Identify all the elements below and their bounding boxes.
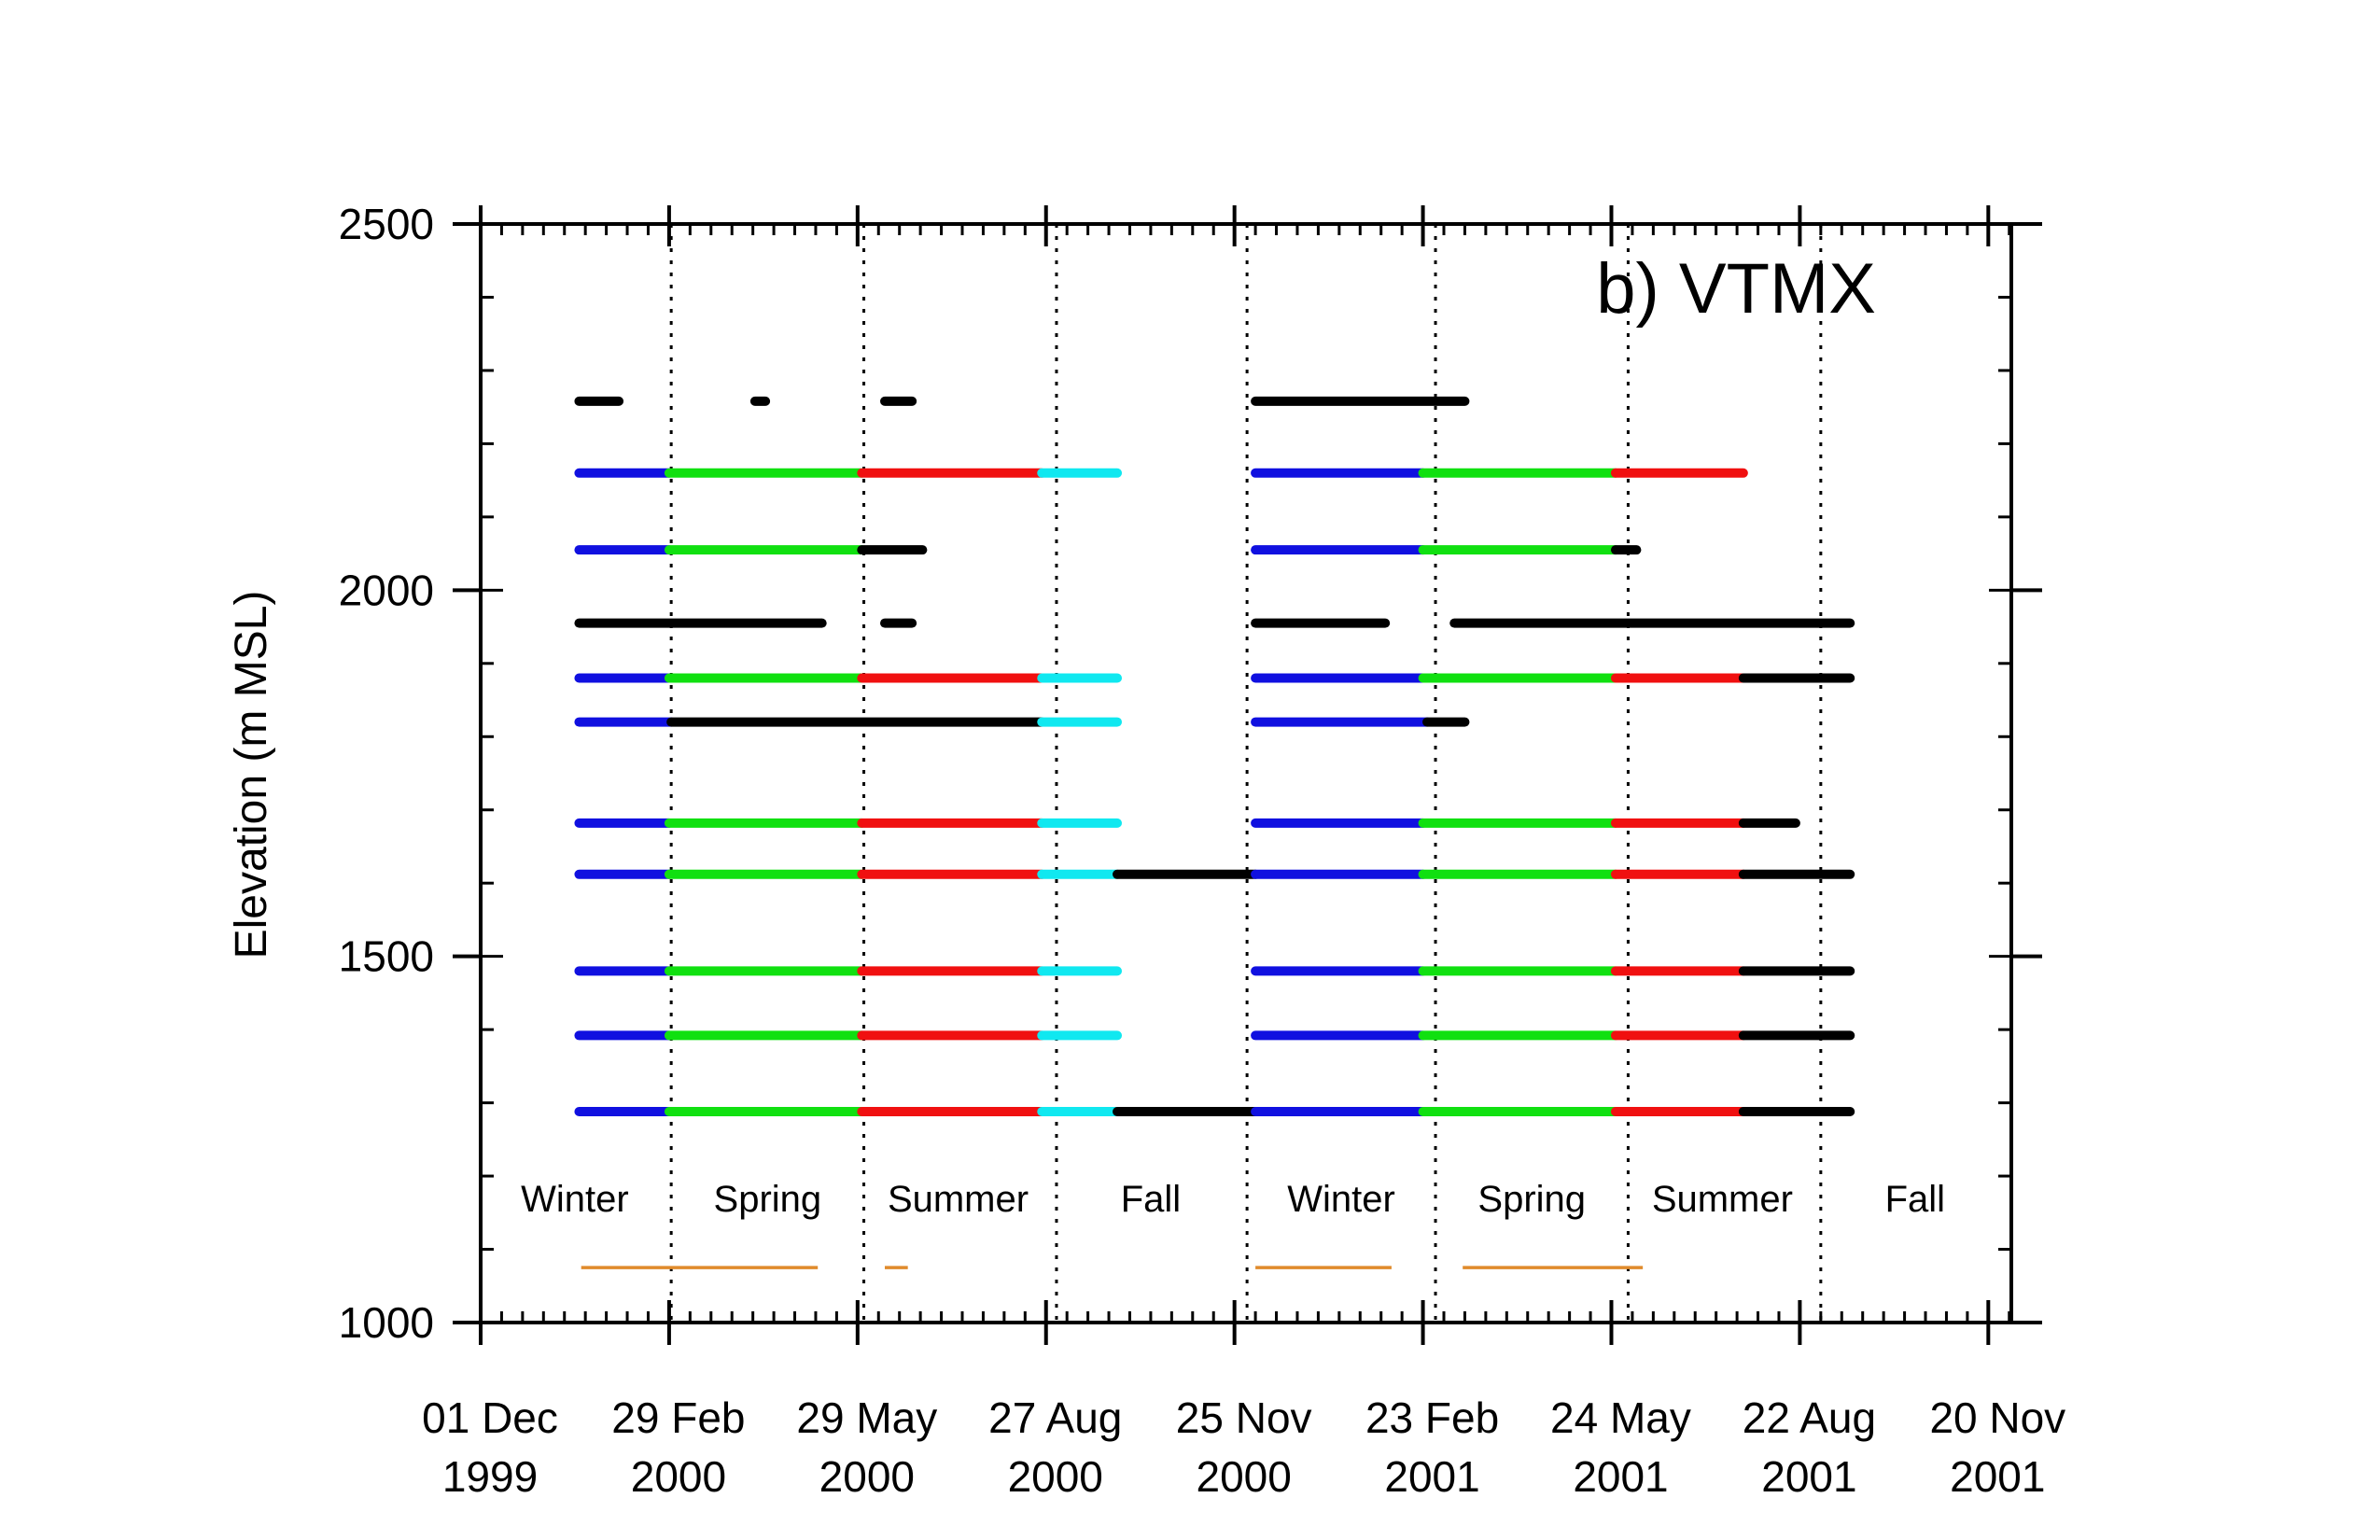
x-tick-label: 2000 — [819, 1452, 915, 1501]
x-tick-label: 2001 — [1384, 1452, 1479, 1501]
x-tick-label: 2000 — [1008, 1452, 1103, 1501]
y-tick-label: 1500 — [339, 932, 434, 981]
y-tick-label: 1000 — [339, 1298, 434, 1347]
x-tick-label: 2000 — [1196, 1452, 1291, 1501]
season-label: Spring — [1477, 1179, 1586, 1220]
season-label: Fall — [1121, 1179, 1181, 1220]
x-tick-label: 1999 — [442, 1452, 538, 1501]
x-tick-label: 27 Aug — [988, 1393, 1122, 1442]
x-tick-label: 22 Aug — [1743, 1393, 1876, 1442]
data-series — [574, 396, 1855, 1117]
x-tick-label: 2001 — [1573, 1452, 1668, 1501]
y-tick-label: 2500 — [339, 200, 434, 248]
y-axis-title: Elevation (m MSL) — [227, 591, 276, 959]
season-labels: Winter Spring Summer Fall Winter Spring Summer… — [521, 1179, 1945, 1220]
x-tick-label: 24 May — [1550, 1393, 1691, 1442]
x-tick-label: 29 May — [796, 1393, 937, 1442]
x-tick-label: 01 Dec — [422, 1393, 558, 1442]
x-tick-label: 20 Nov — [1929, 1393, 2065, 1442]
x-tick-label: 23 Feb — [1365, 1393, 1499, 1442]
x-tick-label: 2001 — [1950, 1452, 2045, 1501]
season-label: Winter — [521, 1179, 629, 1220]
x-tick-label: 2000 — [631, 1452, 726, 1501]
x-tick-label: 25 Nov — [1176, 1393, 1312, 1442]
plot-frame — [479, 222, 2013, 1324]
season-label: Summer — [1652, 1179, 1793, 1220]
chart-title: b) VTMX — [1596, 249, 1876, 329]
y-tick-label: 2000 — [339, 566, 434, 614]
axes: 01 Dec 1999 29 Feb 2000 29 May 2000 27 Aug 2000… — [339, 200, 2066, 1501]
season-label: Fall — [1885, 1179, 1945, 1220]
x-tick-label: 29 Feb — [611, 1393, 745, 1442]
season-label: Spring — [714, 1179, 822, 1220]
x-tick-label: 2001 — [1761, 1452, 1856, 1501]
season-label: Winter — [1287, 1179, 1395, 1220]
season-label: Summer — [888, 1179, 1029, 1220]
season-divider-lines — [669, 224, 1823, 1323]
